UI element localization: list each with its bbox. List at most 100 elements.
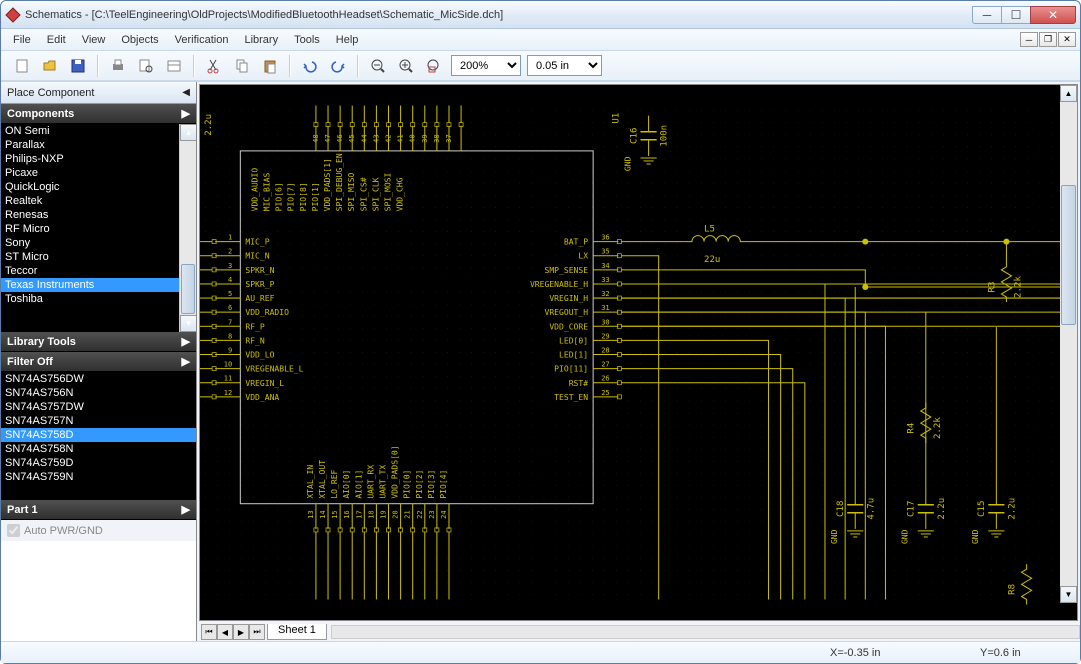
list-item[interactable]: SN74AS758N xyxy=(1,442,196,456)
svg-text:1: 1 xyxy=(228,233,232,242)
grid-select[interactable]: 0.05 in xyxy=(527,55,602,76)
part-header[interactable]: Part 1▶ xyxy=(1,500,196,520)
list-item[interactable]: Texas Instruments xyxy=(1,278,196,292)
sheet-tab[interactable]: Sheet 1 xyxy=(267,624,327,640)
filter-header[interactable]: Filter Off▶ xyxy=(1,352,196,372)
list-item[interactable]: QuickLogic xyxy=(1,180,196,194)
list-item[interactable]: Philips-NXP xyxy=(1,152,196,166)
svg-text:VDD_CORE: VDD_CORE xyxy=(549,322,588,331)
canvas-vscroll[interactable]: ▲ ▼ xyxy=(1060,85,1077,603)
svg-text:5: 5 xyxy=(228,289,232,298)
paste-button[interactable] xyxy=(259,55,281,77)
svg-text:GND: GND xyxy=(901,529,910,544)
parts-list[interactable]: SN74AS756DWSN74AS756NSN74AS757DWSN74AS75… xyxy=(1,372,196,500)
list-item[interactable]: Picaxe xyxy=(1,166,196,180)
list-item[interactable]: Teccor xyxy=(1,264,196,278)
zoom-out-button[interactable] xyxy=(367,55,389,77)
cut-button[interactable] xyxy=(203,55,225,77)
list-item[interactable]: RF Micro xyxy=(1,222,196,236)
svg-text:MIC_BIAS: MIC_BIAS xyxy=(263,172,272,211)
list-item[interactable]: SN74AS759N xyxy=(1,470,196,484)
menu-view[interactable]: View xyxy=(74,31,114,49)
place-component-header[interactable]: Place Component◀ xyxy=(1,82,196,104)
svg-text:18: 18 xyxy=(366,510,375,518)
sheet-hscroll[interactable] xyxy=(331,625,1080,639)
svg-text:40: 40 xyxy=(408,134,417,143)
print-button[interactable] xyxy=(107,55,129,77)
library-tools-header[interactable]: Library Tools▶ xyxy=(1,332,196,352)
zoom-window-button[interactable] xyxy=(423,55,445,77)
sheet-prev-button[interactable]: ◀ xyxy=(217,624,233,640)
svg-text:LO_REF: LO_REF xyxy=(330,469,339,498)
svg-text:PIO[4]: PIO[4] xyxy=(439,470,448,499)
components-header[interactable]: Components▶ xyxy=(1,104,196,124)
svg-text:2.2k: 2.2k xyxy=(933,417,943,439)
svg-text:32: 32 xyxy=(601,289,610,298)
svg-text:100n: 100n xyxy=(660,125,670,147)
open-button[interactable] xyxy=(39,55,61,77)
manufacturers-scrollbar[interactable]: ▲ ▼ xyxy=(179,124,196,332)
vscroll-down-button[interactable]: ▼ xyxy=(1060,586,1077,603)
svg-text:38: 38 xyxy=(432,134,441,143)
preview-button[interactable] xyxy=(135,55,157,77)
svg-text:VDD_RADIO: VDD_RADIO xyxy=(245,308,289,317)
menu-file[interactable]: File xyxy=(5,31,39,49)
menu-tools[interactable]: Tools xyxy=(286,31,328,49)
list-item[interactable]: ST Micro xyxy=(1,250,196,264)
list-item[interactable]: Renesas xyxy=(1,208,196,222)
list-item[interactable]: SN74AS757N xyxy=(1,414,196,428)
svg-text:13: 13 xyxy=(306,510,315,518)
list-item[interactable]: ON Semi xyxy=(1,124,196,138)
schematic-canvas[interactable]: U11MIC_P2MIC_N3SPKR_N4SPKR_P5AU_REF6VDD_… xyxy=(200,85,1077,620)
list-item[interactable]: SN74AS757DW xyxy=(1,400,196,414)
maximize-button[interactable]: ☐ xyxy=(1001,6,1031,24)
menu-objects[interactable]: Objects xyxy=(113,31,166,49)
mdi-minimize-button[interactable]: ─ xyxy=(1020,32,1038,47)
manufacturers-list[interactable]: ON SemiParallaxPhilips-NXPPicaxeQuickLog… xyxy=(1,124,196,332)
list-item[interactable]: Sony xyxy=(1,236,196,250)
auto-pwr-checkbox[interactable] xyxy=(7,524,20,537)
menu-library[interactable]: Library xyxy=(236,31,286,49)
save-button[interactable] xyxy=(67,55,89,77)
vscroll-thumb[interactable] xyxy=(1061,185,1076,325)
scroll-up-button[interactable]: ▲ xyxy=(180,124,196,141)
sheet-first-button[interactable]: ⏮ xyxy=(201,624,217,640)
scroll-thumb[interactable] xyxy=(181,264,195,314)
list-item[interactable]: Parallax xyxy=(1,138,196,152)
app-window: Schematics - [C:\TeelEngineering\OldProj… xyxy=(0,0,1081,664)
svg-text:3: 3 xyxy=(228,261,232,270)
menu-verification[interactable]: Verification xyxy=(167,31,237,49)
vscroll-up-button[interactable]: ▲ xyxy=(1060,85,1077,102)
list-item[interactable]: SN74AS756DW xyxy=(1,372,196,386)
minimize-button[interactable]: ─ xyxy=(972,6,1002,24)
svg-text:BAT_P: BAT_P xyxy=(564,238,588,247)
svg-text:VREGIN_L: VREGIN_L xyxy=(245,379,284,388)
close-button[interactable]: ✕ xyxy=(1030,6,1076,24)
svg-text:UART_RX: UART_RX xyxy=(366,465,375,499)
svg-text:2: 2 xyxy=(228,247,232,256)
redo-button[interactable] xyxy=(327,55,349,77)
menu-help[interactable]: Help xyxy=(328,31,367,49)
copy-button[interactable] xyxy=(231,55,253,77)
titleblock-button[interactable] xyxy=(163,55,185,77)
mdi-close-button[interactable]: ✕ xyxy=(1058,32,1076,47)
sheet-next-button[interactable]: ▶ xyxy=(233,624,249,640)
list-item[interactable]: Realtek xyxy=(1,194,196,208)
new-button[interactable] xyxy=(11,55,33,77)
list-item[interactable]: SN74AS756N xyxy=(1,386,196,400)
zoom-in-button[interactable] xyxy=(395,55,417,77)
list-item[interactable]: SN74AS759D xyxy=(1,456,196,470)
list-item[interactable]: SN74AS758D xyxy=(1,428,196,442)
svg-text:PIO[7]: PIO[7] xyxy=(287,182,296,211)
undo-button[interactable] xyxy=(299,55,321,77)
canvas-area: U11MIC_P2MIC_N3SPKR_N4SPKR_P5AU_REF6VDD_… xyxy=(197,82,1080,641)
svg-text:AU_REF: AU_REF xyxy=(245,294,274,303)
menu-edit[interactable]: Edit xyxy=(39,31,74,49)
list-item[interactable]: Toshiba xyxy=(1,292,196,306)
mdi-restore-button[interactable]: ❐ xyxy=(1039,32,1057,47)
sheet-last-button[interactable]: ⏭ xyxy=(249,624,265,640)
scroll-down-button[interactable]: ▼ xyxy=(180,315,196,332)
svg-text:19: 19 xyxy=(378,510,387,519)
status-x: X=-0.35 in xyxy=(830,647,920,659)
zoom-select[interactable]: 200% xyxy=(451,55,521,76)
